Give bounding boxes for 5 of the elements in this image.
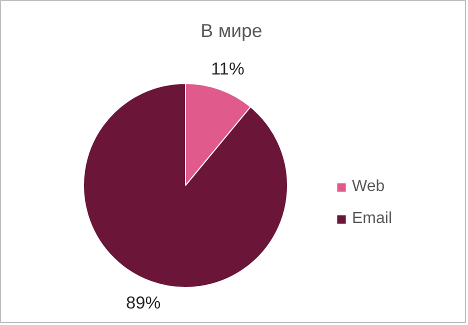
chart-title: В мире	[200, 20, 262, 41]
legend-label: Web	[352, 178, 385, 196]
legend-label: Email	[352, 210, 392, 228]
data-label: 11%	[210, 58, 244, 78]
data-label: 89%	[126, 292, 161, 313]
